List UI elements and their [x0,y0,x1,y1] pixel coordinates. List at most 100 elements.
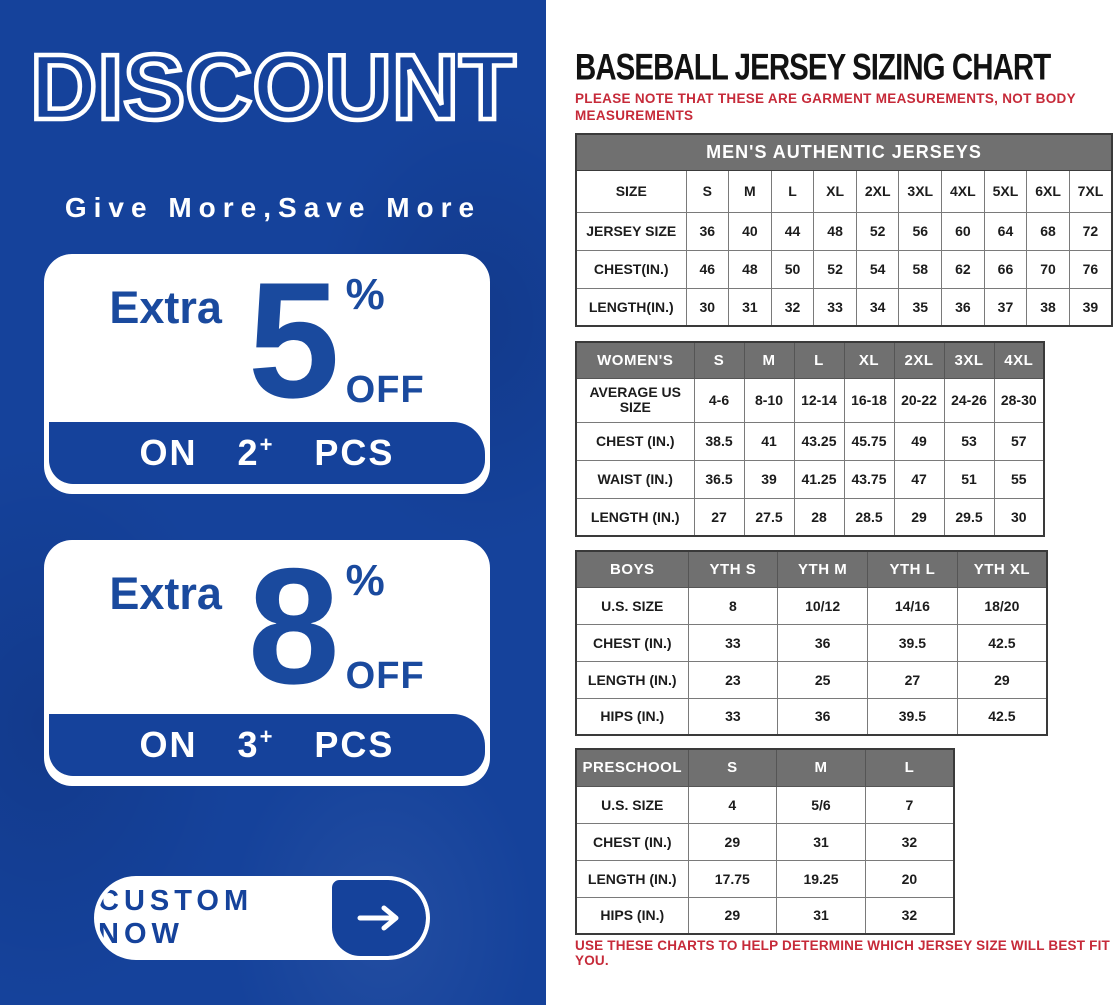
size-cell: 32 [864,822,955,861]
size-cell: 29 [956,660,1048,699]
custom-now-button[interactable]: CUSTOM NOW [94,876,430,960]
row-label: JERSEY SIZE [575,211,687,251]
column-header: YTH M [777,550,868,588]
column-header: 4XL [941,169,985,213]
size-cell: 28-30 [993,377,1045,423]
size-cell: 45.75 [843,421,895,461]
off-label: OFF [345,369,425,411]
arrow-right-icon [332,880,426,956]
row-label: CHEST (IN.) [575,421,695,461]
row-label: WAIST (IN.) [575,459,695,499]
quantity-value: 2 [237,432,260,473]
size-cell: 43.75 [843,459,895,499]
size-cell: 7 [864,785,955,824]
row-label: CHEST (IN.) [575,822,689,861]
chart-footer-note: USE THESE CHARTS TO HELP DETERMINE WHICH… [575,938,1111,968]
size-cell: 52 [813,249,857,289]
row-label: CHEST(IN.) [575,249,687,289]
size-cell: 51 [943,459,995,499]
size-cell: 17.75 [687,859,778,898]
discount-card-body: Extra 5 % OFF [49,248,485,432]
boys-sizing-table: BOYS YTH S YTH M YTH L YTH XL U.S. SIZE … [575,550,1048,736]
off-label: OFF [345,655,425,697]
quantity-threshold: 3+ [238,724,275,766]
size-cell: 29.5 [943,497,995,537]
size-cell: 4 [687,785,778,824]
size-cell: 55 [993,459,1045,499]
row-label: HIPS (IN.) [575,896,689,935]
womens-sizing-table: WOMEN'S S M L XL 2XL 3XL 4XL AVERAGE US … [575,341,1045,537]
size-cell: 54 [855,249,900,289]
size-cell: 33 [813,287,857,327]
size-cell: 8-10 [743,377,795,423]
percent-sign: % [345,270,385,319]
column-header: XL [813,169,857,213]
size-cell: 56 [898,211,943,251]
table-banner: MEN'S AUTHENTIC JERSEYS [575,133,1113,171]
column-header: 3XL [898,169,943,213]
size-cell: 27 [693,497,745,537]
size-cell: 5/6 [776,785,866,824]
size-cell: 38.5 [693,421,745,461]
size-cell: 32 [770,287,815,327]
column-header: L [864,748,955,787]
size-cell: 12-14 [793,377,845,423]
on-label: ON [139,432,198,473]
row-label: LENGTH(IN.) [575,287,687,327]
discount-value: 5 [247,248,340,432]
size-cell: 18/20 [956,586,1048,625]
size-cell: 32 [864,896,955,935]
size-cell: 52 [855,211,900,251]
size-cell: 58 [898,249,943,289]
size-cell: 23 [687,660,779,699]
size-cell: 40 [728,211,772,251]
size-cell: 36 [941,287,985,327]
extra-label: Extra [109,282,222,333]
size-cell: 36.5 [693,459,745,499]
size-cell: 76 [1068,249,1113,289]
column-header: 7XL [1068,169,1113,213]
size-cell: 16-18 [843,377,895,423]
size-cell: 41 [743,421,795,461]
quantity-value: 3 [237,724,260,765]
size-cell: 39 [743,459,795,499]
table-banner: WOMEN'S [575,341,695,379]
size-cell: 64 [983,211,1028,251]
discount-condition-strip: ON 2+ PCS [49,422,485,484]
size-cell: 27 [867,660,958,699]
size-cell: 20 [864,859,955,898]
size-cell: 25 [777,660,868,699]
discount-panel: DISCOUNT Give More,Save More Extra 5 % O… [0,0,546,1005]
column-header: 2XL [893,341,945,379]
discount-value: 8 [247,534,340,718]
size-cell: 20-22 [893,377,945,423]
size-cell: 35 [898,287,943,327]
column-header: 2XL [855,169,900,213]
column-header: S [693,341,745,379]
extra-label: Extra [109,568,222,619]
size-cell: 27.5 [743,497,795,537]
percent-off-group: % OFF [346,556,425,698]
size-cell: 36 [777,623,868,662]
size-cell: 68 [1026,211,1070,251]
size-cell: 30 [685,287,730,327]
size-cell: 31 [776,896,866,935]
column-header: M [776,748,866,787]
row-label: AVERAGE US SIZE [575,377,695,423]
size-cell: 46 [685,249,730,289]
size-cell: 28.5 [843,497,895,537]
discount-condition-strip: ON 3+ PCS [49,714,485,776]
size-cell: 36 [777,697,868,736]
size-cell: 66 [983,249,1028,289]
size-cell: 50 [770,249,815,289]
size-cell: 14/16 [867,586,958,625]
preschool-sizing-table: PRESCHOOL S M L U.S. SIZE 4 5/6 7 CHEST … [575,748,955,935]
size-cell: 42.5 [956,623,1048,662]
row-label: LENGTH (IN.) [575,660,689,699]
chart-note: PLEASE NOTE THAT THESE ARE GARMENT MEASU… [575,91,1076,123]
size-cell: 29 [687,822,778,861]
column-header: L [770,169,815,213]
discount-heading: DISCOUNT [28,33,518,141]
column-header: YTH XL [956,550,1048,588]
